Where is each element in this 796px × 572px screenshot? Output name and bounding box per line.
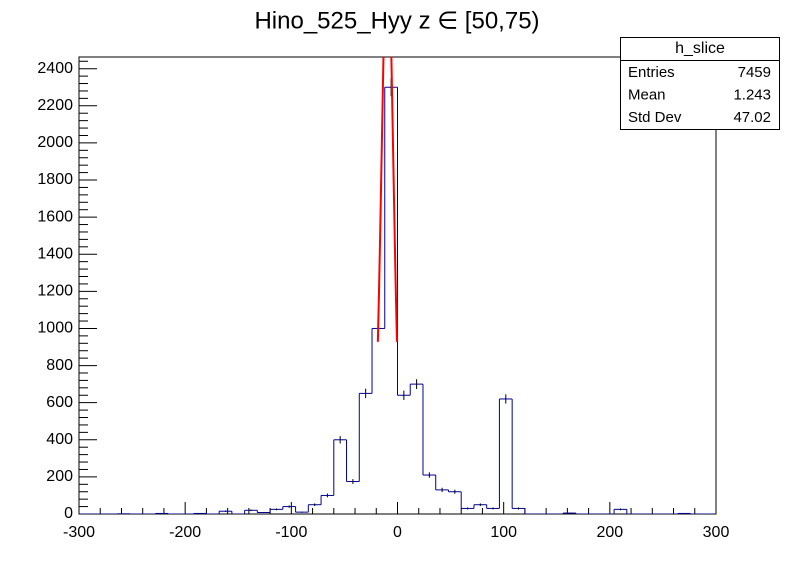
y-tick-label: 2000 <box>37 134 73 151</box>
y-tick-label: 1600 <box>37 208 73 225</box>
x-tick-label: -300 <box>63 524 95 541</box>
y-tick-label: 800 <box>46 357 73 374</box>
x-tick-label: -100 <box>275 524 307 541</box>
stats-label: Std Dev <box>628 109 682 126</box>
y-tick-label: 2400 <box>37 60 73 77</box>
y-tick-label: 1400 <box>37 245 73 262</box>
y-tick-label: 400 <box>46 431 73 448</box>
stats-label: Mean <box>628 86 666 103</box>
stats-value: 7459 <box>738 64 771 81</box>
x-tick-label: 200 <box>596 524 623 541</box>
stats-value: 47.02 <box>733 109 771 126</box>
x-tick-label: -200 <box>169 524 201 541</box>
y-tick-label: 1000 <box>37 320 73 337</box>
x-tick-label: 100 <box>490 524 517 541</box>
fit-curve <box>376 57 398 342</box>
y-tick-label: 600 <box>46 394 73 411</box>
y-tick-label: 1200 <box>37 283 73 300</box>
plot-area <box>79 57 716 514</box>
stats-frame <box>620 37 780 130</box>
stats-value: 1.243 <box>733 86 771 103</box>
y-tick-label: 1800 <box>37 171 73 188</box>
y-tick-label: 0 <box>64 505 73 522</box>
y-tick-label: 2200 <box>37 97 73 114</box>
stats-box: h_slice Entries 7459 Mean 1.243 Std Dev 47.02 <box>620 37 780 130</box>
stats-title: h_slice <box>675 40 725 57</box>
x-tick-label: 0 <box>393 524 402 541</box>
x-tick-label: 300 <box>703 524 730 541</box>
stats-label: Entries <box>628 64 675 81</box>
chart-title: Hino_525_Hyy z ∈ [50,75) <box>254 7 539 34</box>
y-tick-label: 200 <box>46 468 73 485</box>
